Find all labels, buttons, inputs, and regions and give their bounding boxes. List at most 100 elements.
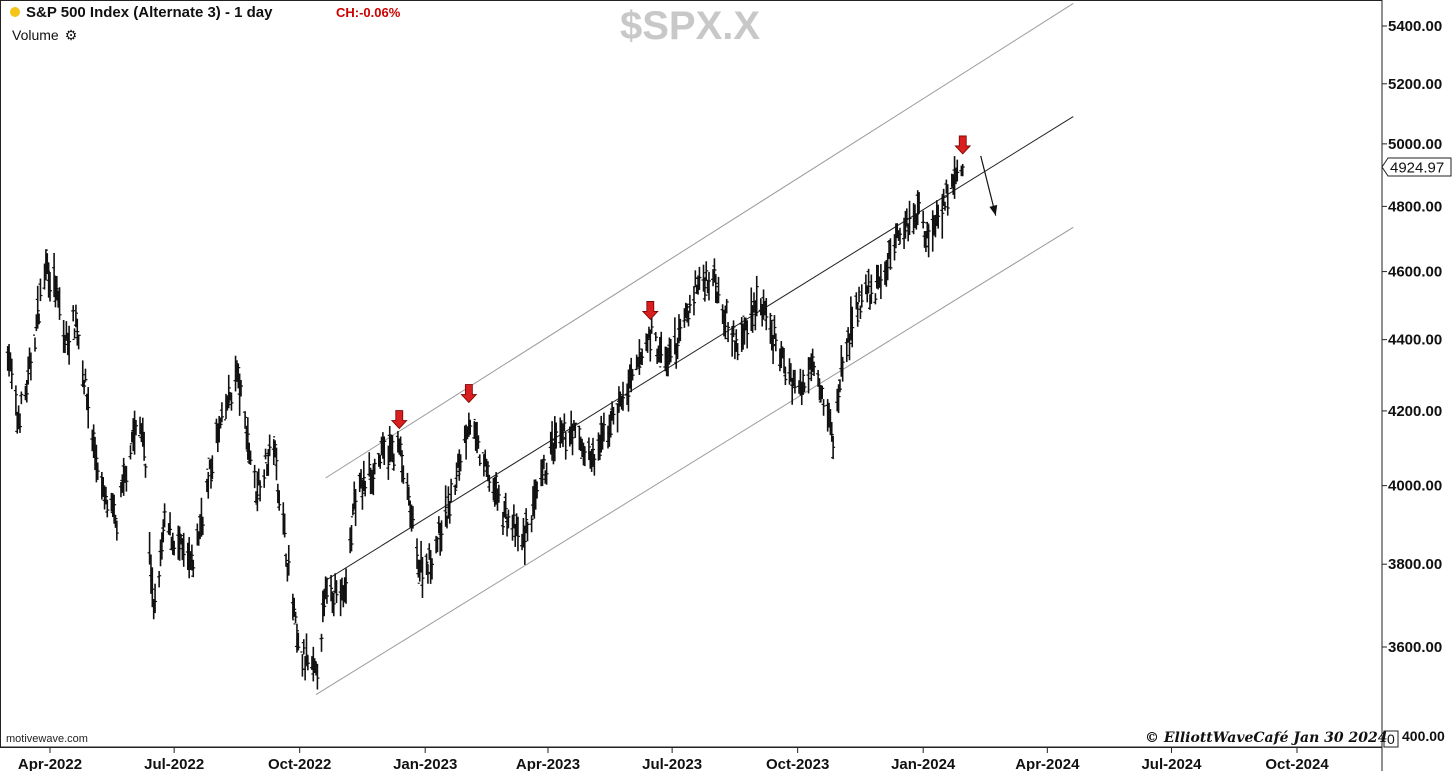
ohlc-bar	[685, 303, 690, 323]
status-dot-icon	[10, 7, 20, 17]
time-tick-label: Jan-2024	[891, 756, 956, 771]
ohlc-bar	[810, 348, 815, 373]
symbol-watermark: $SPX.X	[620, 4, 761, 48]
ohlc-bar	[726, 322, 731, 343]
volume-zero-box	[1383, 730, 1399, 748]
ohlc-bar	[570, 423, 575, 456]
time-tick-label: Jul-2022	[144, 756, 204, 771]
ohlc-bar	[363, 480, 368, 497]
ohlc-bar	[83, 368, 88, 383]
ohlc-bar	[143, 463, 148, 478]
ohlc-bar	[32, 334, 37, 352]
ohlc-bar	[208, 458, 213, 489]
ohlc-bar	[821, 399, 826, 416]
ohlc-bar	[67, 325, 72, 365]
ohlc-bar	[43, 249, 48, 281]
ohlc-bar	[447, 500, 452, 524]
price-tick-label: 3800.00	[1388, 556, 1442, 573]
price-tick-label: 3600.00	[1388, 639, 1442, 656]
ohlc-bar	[562, 413, 567, 432]
ohlc-bar	[645, 333, 650, 353]
time-tick-label: Jul-2023	[642, 756, 702, 771]
ohlc-bar	[274, 447, 279, 481]
ohlc-bar	[640, 348, 645, 366]
ohlc-bar	[511, 504, 516, 529]
ohlc-bar	[712, 258, 717, 283]
ohlc-bar	[783, 367, 788, 386]
ohlc-bar	[112, 494, 117, 524]
ohlc-bar	[48, 270, 52, 302]
ohlc-bar	[273, 436, 278, 458]
time-tick-label: Apr-2022	[18, 756, 82, 771]
ohlc-bar	[682, 308, 687, 328]
ohlc-bar	[161, 519, 166, 543]
ohlc-bar	[591, 437, 596, 467]
ohlc-bar	[91, 424, 96, 459]
ohlc-bar	[837, 379, 842, 393]
ohlc-bar	[282, 513, 287, 538]
down-arrow-icon	[641, 301, 659, 321]
ohlc-bar	[324, 577, 329, 604]
ohlc-bar	[277, 490, 282, 511]
volume-axis-label: 400.00	[1402, 728, 1445, 744]
ohlc-bar	[866, 268, 871, 294]
ohlc-bar	[936, 204, 941, 229]
time-tick-label: Apr-2024	[1015, 756, 1080, 771]
ohlc-bar	[960, 163, 965, 177]
ohlc-bar	[371, 463, 376, 496]
ohlc-bar	[560, 423, 565, 448]
plot-frame	[0, 0, 1383, 748]
ohlc-bar	[293, 611, 298, 625]
ohlc-bar	[522, 525, 527, 565]
time-tick-label: Jul-2024	[1141, 756, 1202, 771]
ohlc-bar	[162, 503, 167, 528]
ohlc-bar	[19, 391, 24, 405]
ohlc-bar	[236, 363, 241, 389]
ohlc-bar	[750, 305, 755, 333]
ohlc-bar	[255, 471, 260, 512]
ohlc-bar	[735, 343, 740, 361]
ohlc-bar	[637, 339, 642, 375]
ohlc-bar	[372, 458, 377, 475]
ohlc-bar	[243, 411, 248, 429]
ohlc-bar	[917, 192, 922, 215]
channel-upper-line	[325, 3, 1074, 479]
ohlc-bar	[405, 472, 410, 501]
ohlc-bar	[189, 544, 194, 571]
ohlc-bar	[943, 201, 948, 211]
ohlc-bar	[172, 540, 177, 556]
ohlc-bar	[691, 286, 696, 316]
ohlc-bar	[153, 583, 158, 614]
ohlc-bar	[941, 188, 946, 207]
ohlc-bar	[301, 639, 306, 655]
gear-icon[interactable]: ⚙	[64, 27, 78, 43]
ohlc-bar	[245, 417, 250, 460]
time-axis: Apr-2022 Jul-2022 Oct-2022 Jan-2023 Apr-2023…	[18, 747, 1329, 771]
ohlc-bar	[142, 431, 147, 461]
ohlc-bar	[678, 318, 683, 342]
ohlc-bar	[17, 413, 22, 434]
ohlc-bar	[401, 465, 406, 484]
ohlc-bar	[544, 462, 549, 485]
price-tick-label: 4400.00	[1388, 332, 1442, 349]
ohlc-bar	[897, 227, 902, 245]
ohlc-bar	[687, 294, 692, 314]
ohlc-bar	[675, 337, 680, 360]
ohlc-bar	[857, 286, 862, 305]
ohlc-bar	[210, 455, 215, 480]
volume-indicator[interactable]: Volume ⚙	[12, 27, 77, 44]
ohlc-bar	[697, 266, 702, 290]
ohlc-bar	[563, 432, 568, 460]
ohlc-bar	[218, 417, 223, 429]
ohlc-bar	[477, 454, 482, 466]
ohlc-bar	[128, 445, 133, 460]
ohlc-bar	[878, 264, 883, 300]
ohlc-bar	[168, 512, 173, 536]
ohlc-bar	[398, 436, 403, 457]
ohlc-bar	[806, 357, 811, 394]
ohlc-bar	[360, 479, 365, 510]
ohlc-bar	[73, 304, 78, 328]
ohlc-bar	[410, 506, 415, 529]
ohlc-bar	[292, 597, 297, 621]
